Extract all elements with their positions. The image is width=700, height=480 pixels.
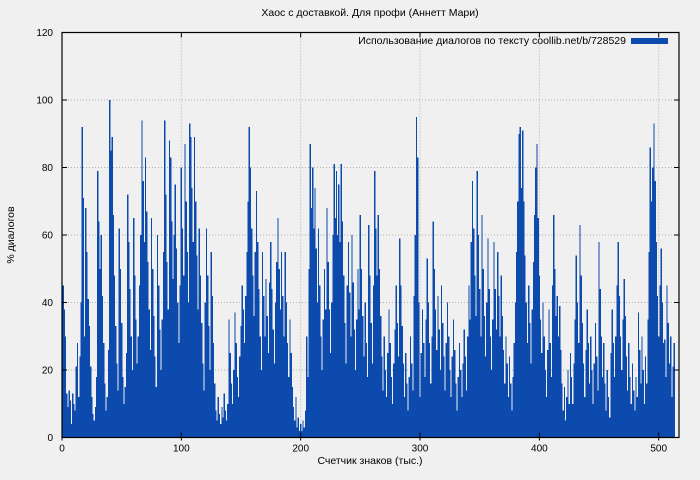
svg-text:80: 80 [42,163,54,174]
svg-text:60: 60 [42,231,54,242]
svg-text:400: 400 [531,444,548,455]
legend-label: Использование диалогов по тексту coollib… [358,35,626,47]
svg-text:40: 40 [42,298,54,309]
svg-text:500: 500 [650,444,667,455]
chart-title: Хаос с доставкой. Для профи (Аннетт Мари… [261,7,479,19]
svg-text:120: 120 [36,28,53,39]
x-axis-label: Счетчик знаков (тыс.) [317,455,423,467]
svg-text:0: 0 [47,433,53,444]
svg-text:300: 300 [412,444,429,455]
legend-line-sample [631,38,668,44]
svg-text:0: 0 [59,444,65,455]
svg-text:100: 100 [36,96,53,107]
y-axis-label: % диалогов [5,206,17,264]
svg-text:100: 100 [173,444,190,455]
svg-text:200: 200 [292,444,309,455]
svg-text:20: 20 [42,366,54,377]
legend: Использование диалогов по тексту coollib… [358,35,668,47]
